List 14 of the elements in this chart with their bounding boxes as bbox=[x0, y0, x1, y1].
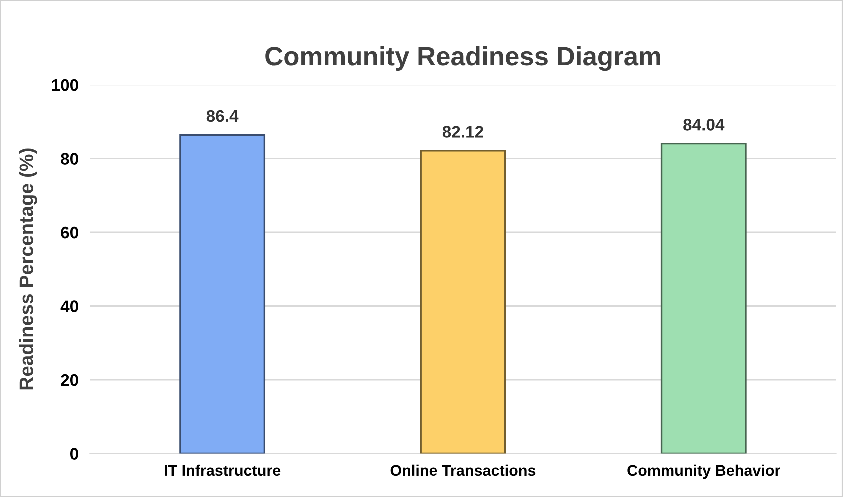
y-tick-label: 20 bbox=[61, 374, 78, 386]
data-label: 82.12 bbox=[442, 126, 484, 138]
y-tick-label: 40 bbox=[60, 300, 78, 312]
data-label: 86.4 bbox=[206, 110, 239, 122]
y-tick-label: 100 bbox=[52, 79, 78, 92]
data-label: 84.04 bbox=[684, 119, 725, 131]
x-tick-label: IT Infrastructure bbox=[165, 464, 281, 476]
chart-title: Community Readiness Diagram bbox=[266, 46, 660, 72]
y-tick-label: 80 bbox=[61, 153, 78, 165]
x-tick-label: Online Transactions bbox=[390, 464, 536, 476]
x-tick-label: Community Behavior bbox=[628, 464, 780, 480]
y-tick-label: 0 bbox=[70, 448, 78, 460]
y-axis-title: Readiness Percentage (%) bbox=[19, 148, 38, 390]
y-tick-label: 60 bbox=[61, 226, 78, 239]
